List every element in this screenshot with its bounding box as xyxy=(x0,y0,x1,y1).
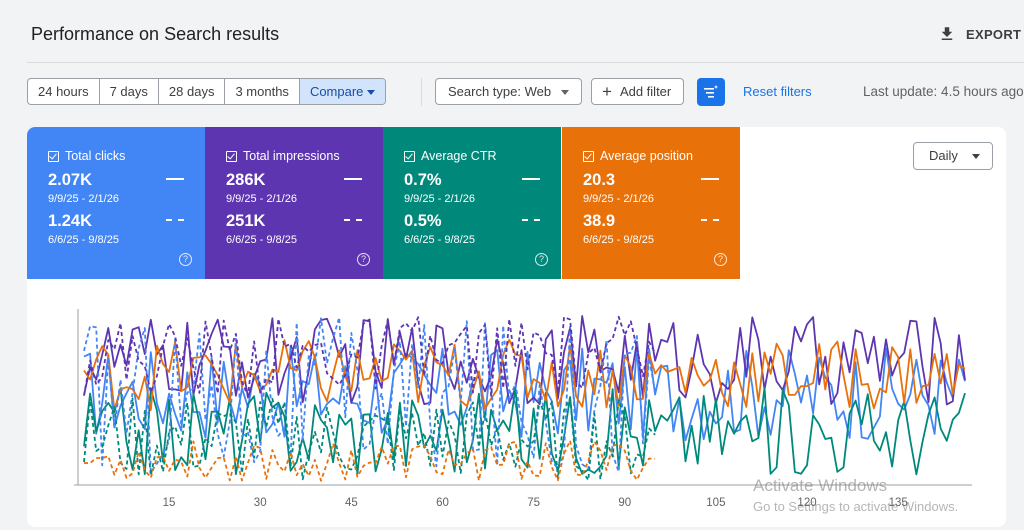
metric-average-ctr[interactable]: Average CTR 0.7% 9/9/25 - 2/1/26 0.5% 6/… xyxy=(383,127,561,279)
range-7-days[interactable]: 7 days xyxy=(100,79,159,104)
metric-current-value: 2.07K xyxy=(48,171,93,189)
metric-previous-range: 6/6/25 - 9/8/25 xyxy=(226,234,297,246)
metric-current-value: 286K xyxy=(226,171,266,189)
header: Performance on Search results EXPORT xyxy=(0,0,1024,64)
dashed-line-legend-icon xyxy=(522,219,540,221)
add-filter-button[interactable]: + Add filter xyxy=(591,78,685,105)
metric-previous-value: 38.9 xyxy=(583,212,616,230)
metric-label-row: Total impressions xyxy=(226,149,340,163)
x-tick-label: 75 xyxy=(527,497,540,509)
checkbox-checked-icon[interactable] xyxy=(404,150,415,162)
performance-card: Total clicks 2.07K 9/9/25 - 2/1/26 1.24K… xyxy=(27,127,1006,527)
caret-down-icon xyxy=(972,154,980,159)
x-tick-label: 30 xyxy=(254,497,267,509)
solid-line-legend-icon xyxy=(701,178,719,180)
x-tick-label: 135 xyxy=(889,497,908,509)
metric-label-row: Total clicks xyxy=(48,149,125,163)
filter-settings-button[interactable] xyxy=(697,78,725,106)
range-24-hours[interactable]: 24 hours xyxy=(28,79,100,104)
x-tick-label: 120 xyxy=(797,497,816,509)
x-tick-label: 15 xyxy=(163,497,176,509)
search-type-label: Search type: Web xyxy=(448,84,552,99)
metric-average-position[interactable]: Average position 20.3 9/9/25 - 2/1/26 38… xyxy=(562,127,740,279)
metric-previous-value: 1.24K xyxy=(48,212,93,230)
dashed-line-legend-icon xyxy=(344,219,362,221)
series-line-average-ctr-previous xyxy=(83,397,656,482)
metric-previous-range: 6/6/25 - 9/8/25 xyxy=(404,234,475,246)
metric-previous-value: 0.5% xyxy=(404,212,442,230)
x-tick-label: 90 xyxy=(618,497,631,509)
series-line-total-impressions-previous xyxy=(83,315,656,397)
dashed-line-legend-icon xyxy=(701,219,719,221)
checkbox-checked-icon[interactable] xyxy=(48,150,59,162)
compare-label: Compare xyxy=(309,84,364,99)
range-3-months[interactable]: 3 months xyxy=(225,79,300,104)
help-icon[interactable]: ? xyxy=(535,253,548,266)
dashed-line-legend-icon xyxy=(166,219,184,221)
performance-line-chart[interactable]: 15 30 45 60 75 90 105 120 135 xyxy=(27,127,1006,527)
metric-current-value: 20.3 xyxy=(583,171,616,189)
activate-windows-subtext: Go to Settings to activate Windows. xyxy=(753,499,959,514)
series-line-total-clicks-previous xyxy=(83,316,656,474)
solid-line-legend-icon xyxy=(166,178,184,180)
metric-current-range: 9/9/25 - 2/1/26 xyxy=(226,193,297,205)
header-divider xyxy=(27,62,1024,63)
granularity-dropdown[interactable]: Daily xyxy=(913,142,993,170)
plus-icon: + xyxy=(602,82,612,101)
series-line-average-position-current xyxy=(83,338,966,412)
metric-label-row: Average CTR xyxy=(404,149,497,163)
metric-current-value: 0.7% xyxy=(404,171,442,189)
metric-previous-range: 6/6/25 - 9/8/25 xyxy=(48,234,119,246)
filter-list-icon xyxy=(704,85,719,98)
metric-label: Average position xyxy=(600,149,693,163)
series-line-average-ctr-current xyxy=(83,386,966,476)
add-filter-label: Add filter xyxy=(619,84,672,99)
metric-label-row: Average position xyxy=(583,149,693,163)
x-tick-label: 45 xyxy=(345,497,358,509)
download-icon xyxy=(941,27,953,40)
caret-down-icon xyxy=(367,90,376,95)
checkbox-checked-icon[interactable] xyxy=(226,150,237,162)
activate-windows-watermark: Activate Windows xyxy=(753,476,888,495)
search-type-dropdown[interactable]: Search type: Web xyxy=(435,78,583,105)
help-icon[interactable]: ? xyxy=(714,253,727,266)
date-range-selector: 24 hours 7 days 28 days 3 months Compare xyxy=(27,78,387,105)
filter-divider xyxy=(421,78,422,106)
metric-current-range: 9/9/25 - 2/1/26 xyxy=(583,193,654,205)
solid-line-legend-icon xyxy=(344,178,362,180)
metric-current-range: 9/9/25 - 2/1/26 xyxy=(48,193,119,205)
checkbox-checked-icon[interactable] xyxy=(583,150,594,162)
range-28-days[interactable]: 28 days xyxy=(159,79,226,104)
metric-label: Total clicks xyxy=(65,149,126,163)
metric-current-range: 9/9/25 - 2/1/26 xyxy=(404,193,475,205)
help-icon[interactable]: ? xyxy=(357,253,370,266)
x-tick-label: 60 xyxy=(436,497,449,509)
x-tick-label: 105 xyxy=(706,497,725,509)
solid-line-legend-icon xyxy=(522,178,540,180)
metric-previous-value: 251K xyxy=(226,212,266,230)
metric-total-impressions[interactable]: Total impressions 286K 9/9/25 - 2/1/26 2… xyxy=(205,127,383,279)
last-update-text: Last update: 4.5 hours ago xyxy=(863,84,1024,99)
metric-total-clicks[interactable]: Total clicks 2.07K 9/9/25 - 2/1/26 1.24K… xyxy=(27,127,205,279)
filter-bar: 24 hours 7 days 28 days 3 months Compare… xyxy=(27,78,1024,106)
reset-filters-link[interactable]: Reset filters xyxy=(743,84,812,99)
export-label: EXPORT xyxy=(966,26,1022,42)
granularity-label: Daily xyxy=(929,148,958,163)
metric-label: Total impressions xyxy=(243,149,340,163)
metric-label: Average CTR xyxy=(421,149,497,163)
caret-down-icon xyxy=(561,90,570,96)
compare-dropdown[interactable]: Compare xyxy=(299,79,386,104)
help-icon[interactable]: ? xyxy=(179,253,192,266)
export-button[interactable]: EXPORT xyxy=(938,25,1021,43)
series-line-average-position-previous xyxy=(83,439,656,482)
metric-previous-range: 6/6/25 - 9/8/25 xyxy=(583,234,654,246)
page-title: Performance on Search results xyxy=(31,24,280,44)
